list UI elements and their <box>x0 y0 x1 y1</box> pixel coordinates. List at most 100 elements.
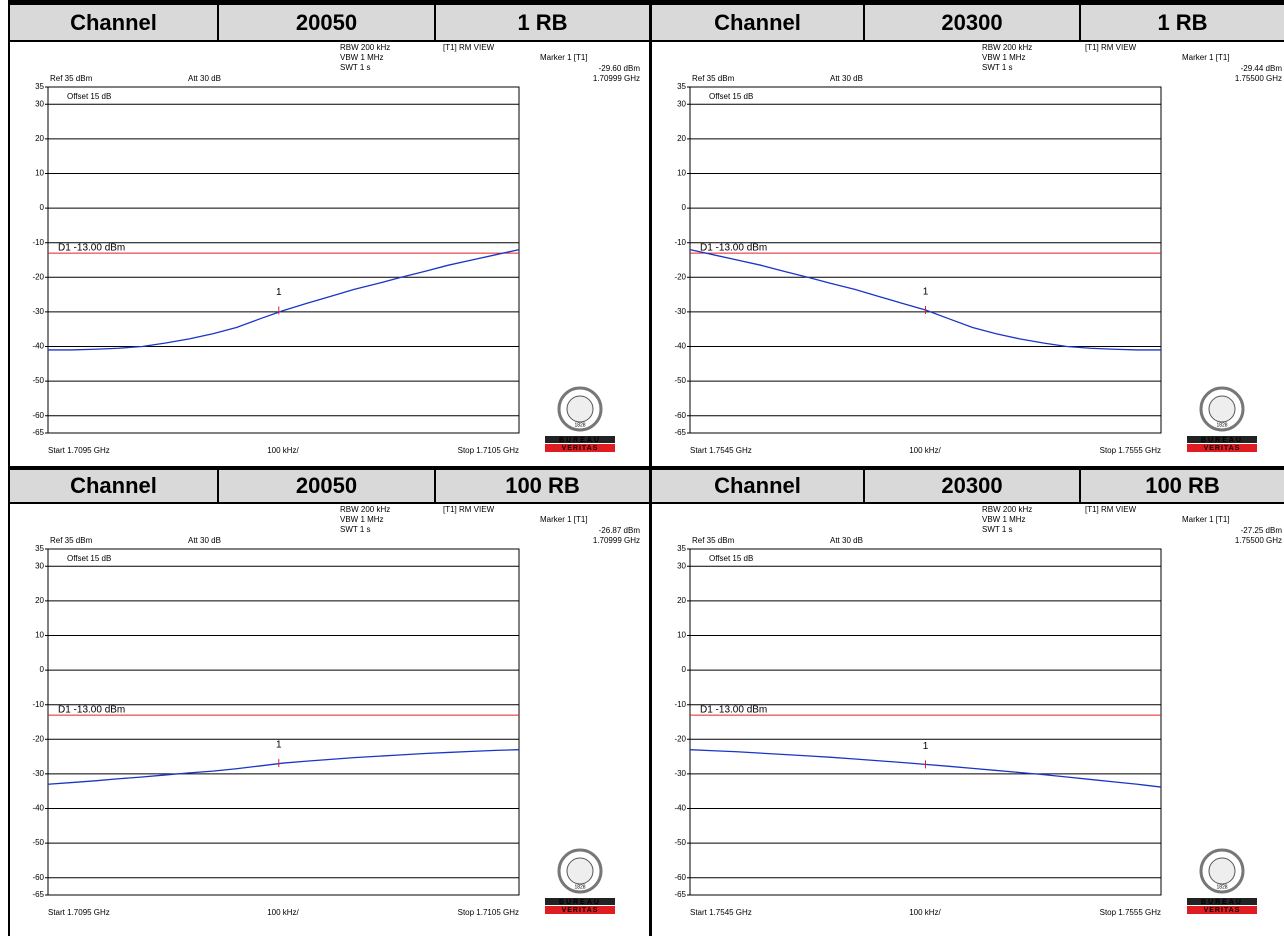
spectrum-plot: 35 30 20 10 0 -10 -20 -30 -40 -50 -60 -65 RBW 200 kH… <box>32 43 641 455</box>
y-tick-label: -20 <box>674 734 686 743</box>
logo-year: 1828 <box>574 884 585 890</box>
header-cell: 1 RB <box>436 5 649 40</box>
swt-label: SWT 1 s <box>340 525 371 534</box>
logo-inner <box>566 395 594 423</box>
threshold-label: D1 -13.00 dBm <box>58 243 125 254</box>
marker-number: 1 <box>923 741 929 752</box>
y-tick-label: -65 <box>674 890 686 899</box>
y-tick-label: 30 <box>35 561 44 570</box>
header-cell: 20300 <box>865 470 1079 502</box>
ref-label: Ref 35 dBm <box>50 74 93 83</box>
trace <box>48 248 520 351</box>
marker-value: -29.44 dBm <box>1241 64 1283 73</box>
marker-number: 1 <box>923 287 929 298</box>
ref-label: Ref 35 dBm <box>692 536 735 545</box>
y-tick-label: 0 <box>682 665 687 674</box>
marker-frequency: 1.75500 GHz <box>1235 536 1282 545</box>
y-tick-label: -30 <box>32 307 44 316</box>
logo-bottom: VERITAS <box>562 907 599 914</box>
rbw-label: RBW 200 kHz <box>340 43 390 52</box>
logo-year: 1828 <box>574 422 585 428</box>
rbw-label: RBW 200 kHz <box>340 505 390 514</box>
logo-top: BUREAU <box>1201 437 1243 444</box>
y-tick-label: 10 <box>677 631 686 640</box>
y-tick-label: -50 <box>32 376 44 385</box>
y-tick-label: 20 <box>35 596 44 605</box>
y-tick-label: -10 <box>674 700 686 709</box>
logo-inner <box>566 857 594 885</box>
logo-bottom-bar <box>1187 906 1257 914</box>
y-tick-label: -50 <box>674 838 686 847</box>
marker-value: -27.25 dBm <box>1241 526 1283 535</box>
header-cell: 20050 <box>219 5 434 40</box>
logo-year: 1828 <box>1216 884 1227 890</box>
header-cell: Channel <box>652 470 863 502</box>
stop-label: Stop 1.7105 GHz <box>458 908 519 917</box>
y-tick-label: 30 <box>35 99 44 108</box>
start-label: Start 1.7095 GHz <box>48 446 110 455</box>
logo-bottom: VERITAS <box>1204 907 1241 914</box>
marker-number: 1 <box>276 287 282 298</box>
stop-label: Stop 1.7105 GHz <box>458 446 519 455</box>
spectrum-plot: 35 30 20 10 0 -10 -20 -30 -40 -50 -60 -65 RBW 200 kH… <box>674 43 1283 455</box>
span-label: 100 kHz/ <box>267 908 299 917</box>
y-tick-label: 0 <box>40 665 45 674</box>
logo-bottom: VERITAS <box>1204 445 1241 452</box>
y-tick-label: -30 <box>674 769 686 778</box>
y-tick-label: 10 <box>35 631 44 640</box>
spectrum-plot: 35 30 20 10 0 -10 -20 -30 -40 -50 -60 -65 RBW 200 kH… <box>32 505 641 917</box>
y-tick-label: 10 <box>35 169 44 178</box>
marker-value: -29.60 dBm <box>599 64 641 73</box>
y-tick-label: -60 <box>674 411 686 420</box>
view-label: [T1] RM VIEW <box>443 505 495 514</box>
marker-name: Marker 1 [T1] <box>540 515 588 524</box>
trace <box>689 248 1161 351</box>
spectrum-plot: 35 30 20 10 0 -10 -20 -30 -40 -50 -60 -65 RBW 200 kH… <box>674 505 1283 917</box>
logo-bottom-bar <box>545 444 615 452</box>
plot-panel: 35 30 20 10 0 -10 -20 -30 -40 -50 -60 -65 RBW 200 kH… <box>652 42 1284 466</box>
marker-value: -26.87 dBm <box>599 526 641 535</box>
header-cell: 100 RB <box>1081 470 1284 502</box>
header-cell: 100 RB <box>436 470 649 502</box>
stop-label: Stop 1.7555 GHz <box>1100 446 1161 455</box>
vbw-label: VBW 1 MHz <box>340 515 384 524</box>
y-tick-label: -20 <box>674 272 686 281</box>
y-tick-label: -20 <box>32 272 44 281</box>
marker-name: Marker 1 [T1] <box>540 53 588 62</box>
marker-frequency: 1.70999 GHz <box>593 536 640 545</box>
trace <box>47 749 520 785</box>
y-tick-label: -20 <box>32 734 44 743</box>
header-cell: Channel <box>10 5 217 40</box>
logo-top: BUREAU <box>559 437 601 444</box>
span-label: 100 kHz/ <box>909 446 941 455</box>
y-tick-label: -65 <box>32 428 44 437</box>
logo-top: BUREAU <box>1201 899 1243 906</box>
y-tick-label: -60 <box>674 873 686 882</box>
logo-inner <box>1208 857 1236 885</box>
y-tick-label: 20 <box>677 596 686 605</box>
y-tick-label: 30 <box>677 99 686 108</box>
threshold-label: D1 -13.00 dBm <box>700 705 767 716</box>
logo-top-bar <box>1187 898 1257 905</box>
att-label: Att 30 dB <box>188 74 221 83</box>
y-tick-label: -10 <box>674 238 686 247</box>
logo-bottom: VERITAS <box>562 445 599 452</box>
span-label: 100 kHz/ <box>909 908 941 917</box>
offset-label: Offset 15 dB <box>709 92 753 101</box>
start-label: Start 1.7545 GHz <box>690 446 752 455</box>
y-tick-label: -40 <box>674 804 686 813</box>
att-label: Att 30 dB <box>188 536 221 545</box>
rbw-label: RBW 200 kHz <box>982 43 1032 52</box>
y-tick-label: -40 <box>32 342 44 351</box>
y-tick-label: -10 <box>32 238 44 247</box>
y-tick-label: -40 <box>32 804 44 813</box>
offset-label: Offset 15 dB <box>67 554 111 563</box>
y-tick-label: 0 <box>40 203 45 212</box>
marker-name: Marker 1 [T1] <box>1182 53 1230 62</box>
y-tick-label: 20 <box>677 134 686 143</box>
logo-bottom-bar <box>1187 444 1257 452</box>
y-tick-label: 0 <box>682 203 687 212</box>
plot-panel: 35 30 20 10 0 -10 -20 -30 -40 -50 -60 -65 RBW 200 kH… <box>652 504 1284 936</box>
y-tick-label: 35 <box>35 544 44 553</box>
